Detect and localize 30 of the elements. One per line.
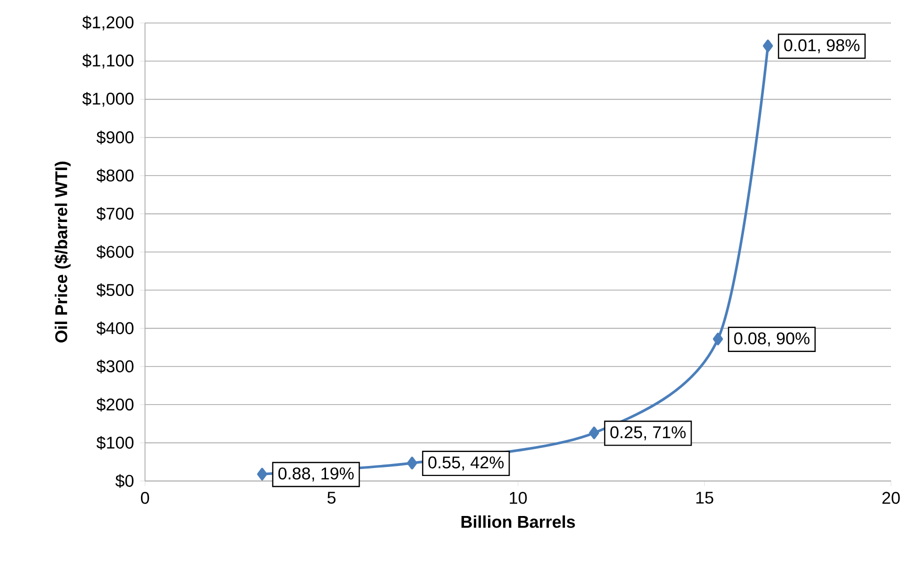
point (257, 468, 268, 480)
y-tick-label: $700 (96, 206, 134, 221)
point (712, 332, 723, 346)
y-tick-label: $0 (115, 474, 134, 488)
x-tick-label: 5 (327, 492, 336, 504)
x-tick-label: 10 (510, 492, 527, 504)
y-tick-label: $600 (96, 245, 134, 259)
y-tick-label: $400 (96, 321, 134, 336)
y-tick-label: $300 (96, 360, 134, 374)
x-tick-label: 20 (882, 492, 900, 504)
y-tick-label: $500 (96, 283, 134, 298)
x-tick-label: 0 (140, 492, 150, 504)
y-tick-label: $100 (96, 436, 134, 450)
x-axis-title: Billion Barrels (462, 515, 575, 528)
y-tick-label: $1,100 (82, 54, 134, 69)
point (762, 40, 773, 52)
annotation: 0.01, 98% (784, 39, 860, 54)
point (589, 426, 600, 440)
annotation: 0.88, 19% (278, 467, 354, 482)
point (407, 456, 418, 470)
x-tick-label: 15 (696, 492, 714, 504)
y-tick-label: $1,000 (82, 92, 134, 107)
y-tick-label: $900 (96, 130, 134, 144)
annotation: 0.55, 42% (428, 456, 504, 470)
y-tick-label: $800 (96, 168, 134, 183)
y-tick-label: $200 (96, 398, 134, 412)
annotation: 0.08, 90% (734, 332, 810, 346)
y-axis-title: Oil Price ($/barrel WTI) (54, 162, 71, 342)
annotation: 0.25, 71% (610, 426, 686, 440)
y-tick-label: $1,200 (82, 16, 134, 30)
